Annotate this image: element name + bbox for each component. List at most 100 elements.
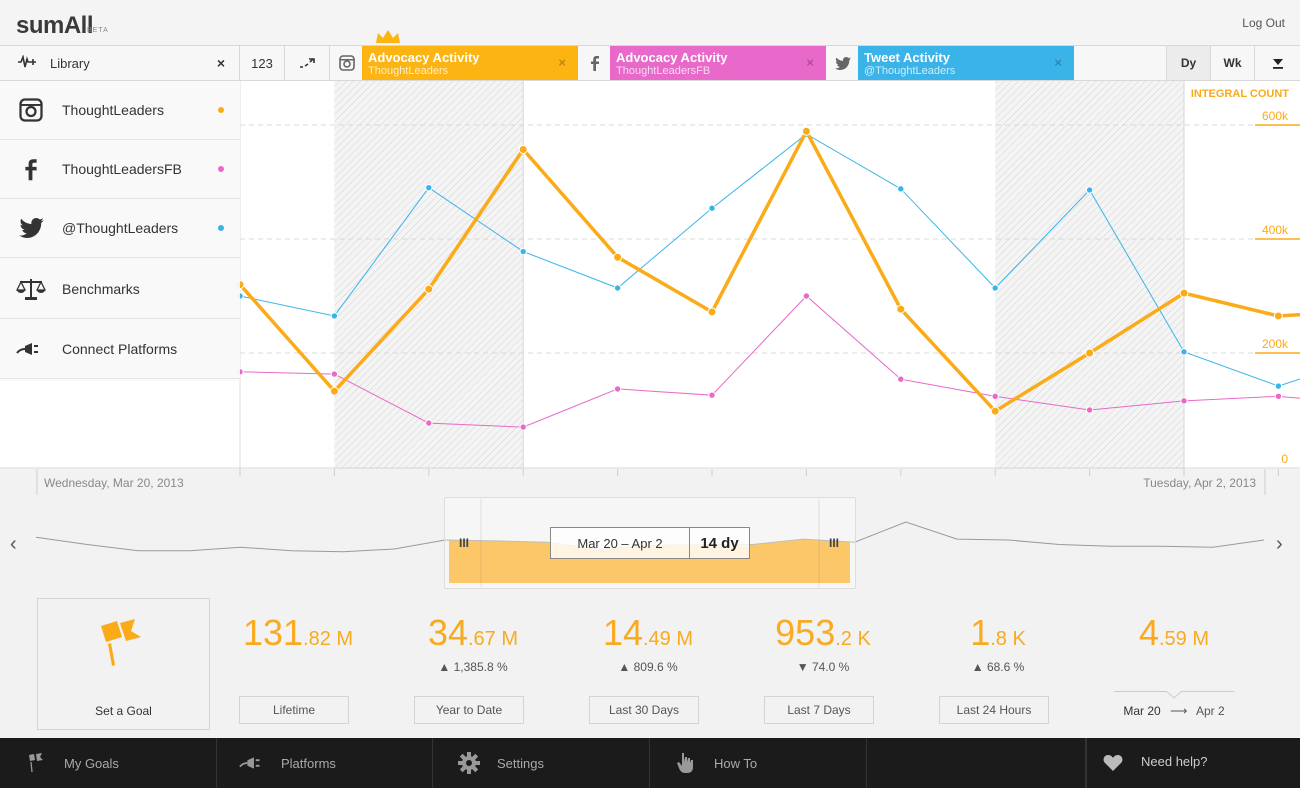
- trend-down-icon: ▼: [796, 660, 809, 674]
- data-point: [897, 375, 905, 383]
- need-help-button[interactable]: Need help?: [1086, 738, 1300, 788]
- library-label: Library: [50, 55, 90, 71]
- y-axis-title: INTEGRAL COUNT: [1191, 88, 1289, 100]
- close-tab-button[interactable]: ×: [1054, 55, 1062, 70]
- twitter-icon: [16, 218, 46, 238]
- data-point: [802, 292, 811, 300]
- logo[interactable]: sumAll: [16, 12, 94, 39]
- top-bar: sumAll BETA Log Out: [0, 0, 1300, 46]
- library-close-button[interactable]: ×: [216, 55, 225, 71]
- set-goal-button[interactable]: Set a Goal: [37, 598, 210, 730]
- range-start-date: Wednesday, Mar 20, 2013: [44, 476, 184, 490]
- day-view-button[interactable]: Dy: [1166, 46, 1210, 80]
- last-24-hours-button[interactable]: Last 24 Hours: [939, 696, 1049, 724]
- stat-unit: K: [1007, 628, 1026, 650]
- stat-change-value: 809.6 %: [633, 660, 678, 674]
- footer-item-how-to[interactable]: How To: [650, 738, 867, 788]
- facebook-icon: [579, 46, 611, 80]
- series-color-dot: [218, 225, 224, 231]
- data-point: [708, 204, 716, 212]
- ytick-label: 0: [1281, 452, 1288, 466]
- stat-unit: M: [331, 628, 353, 650]
- facebook-icon: [16, 156, 46, 182]
- tab-title: Advocacy Activity: [368, 50, 480, 65]
- sidebar-item-facebook[interactable]: ThoughtLeadersFB: [0, 140, 240, 199]
- sidebar-item-label: Connect Platforms: [62, 340, 178, 357]
- data-point: [613, 252, 623, 262]
- close-tab-button[interactable]: ×: [806, 55, 814, 70]
- lifetime-button[interactable]: Lifetime: [239, 696, 349, 724]
- brush-left-handle[interactable]: III: [459, 536, 470, 550]
- last-30-days-button[interactable]: Last 30 Days: [589, 696, 699, 724]
- stat-lifetime: 131.82 M Lifetime: [213, 612, 383, 724]
- week-view-button[interactable]: Wk: [1210, 46, 1254, 80]
- stat-dec: .67: [468, 628, 496, 650]
- data-point: [330, 312, 339, 320]
- platform-tab-instagram[interactable]: Advocacy Activity ThoughtLeaders ×: [362, 46, 578, 80]
- sidebar-item-connect-platforms[interactable]: Connect Platforms: [0, 319, 240, 379]
- stat-unit-text: M: [501, 628, 519, 650]
- logout-link[interactable]: Log Out: [1242, 16, 1285, 30]
- stat-change: ▼ 74.0 %: [738, 660, 908, 676]
- timeline-next-button[interactable]: ›: [1276, 533, 1283, 555]
- footer-item-label: How To: [714, 755, 758, 771]
- sidebar-item-benchmarks[interactable]: Benchmarks: [0, 259, 240, 319]
- stat-unit-text: K: [1012, 628, 1026, 650]
- last-7-days-button[interactable]: Last 7 Days: [764, 696, 874, 724]
- data-point: [707, 307, 717, 317]
- range-from: Mar 20: [1123, 704, 1161, 718]
- brush-right-handle[interactable]: III: [829, 536, 840, 550]
- stat-change: ▲ 68.6 %: [913, 660, 1083, 676]
- timeline-prev-button[interactable]: ‹: [10, 533, 17, 555]
- stat-change-value: 1,385.8 %: [453, 660, 508, 674]
- trend-up-icon: ▲: [971, 660, 984, 674]
- data-point: [519, 247, 527, 256]
- data-point: [1085, 186, 1094, 194]
- footer-item-label: Platforms: [281, 755, 336, 771]
- year-to-date-button[interactable]: Year to Date: [414, 696, 524, 724]
- data-point: [425, 419, 433, 427]
- data-point: [991, 392, 999, 401]
- stat-unit-text: M: [336, 628, 354, 650]
- stat-change: [213, 660, 383, 676]
- stat-change-value: 68.6 %: [986, 660, 1025, 674]
- sidebar-item-twitter[interactable]: @ThoughtLeaders: [0, 199, 240, 258]
- stat-dec: .82: [303, 628, 331, 650]
- tab-subtitle: @ThoughtLeaders: [864, 65, 956, 77]
- footer-nav: My Goals Platforms Settings How To Need …: [0, 738, 1300, 788]
- numbers-view-button[interactable]: 123: [240, 46, 285, 80]
- range-display: Mar 20 – Apr 2 14 dy: [550, 527, 750, 559]
- footer-item-platforms[interactable]: Platforms: [217, 738, 433, 788]
- close-tab-button[interactable]: ×: [558, 55, 566, 70]
- trend-view-button[interactable]: [285, 46, 330, 80]
- footer-item-my-goals[interactable]: My Goals: [0, 738, 217, 788]
- flag-icon: [22, 753, 50, 773]
- stat-unit-text: M: [1192, 628, 1210, 650]
- stat-change: ▲ 1,385.8 %: [388, 660, 558, 676]
- download-button[interactable]: [1254, 46, 1300, 80]
- data-point: [424, 284, 434, 294]
- sidebar-item-instagram[interactable]: ThoughtLeaders: [0, 81, 240, 140]
- scales-icon: [16, 277, 46, 301]
- tab-subtitle: ThoughtLeadersFB: [616, 65, 711, 77]
- data-point: [613, 284, 622, 292]
- stat-unit: M: [496, 628, 518, 650]
- twitter-icon: [827, 46, 859, 80]
- data-point: [990, 406, 1000, 416]
- platform-tab-twitter[interactable]: Tweet Activity @ThoughtLeaders ×: [858, 46, 1074, 80]
- platform-tab-facebook[interactable]: Advocacy Activity ThoughtLeadersFB ×: [610, 46, 826, 80]
- stat-last-24-hours: 1.8 K ▲ 68.6 % Last 24 Hours: [913, 612, 1083, 724]
- stat-value: 131.82 M: [213, 612, 383, 654]
- library-tab[interactable]: Library ×: [0, 46, 240, 80]
- instagram-icon: [16, 98, 46, 122]
- download-icon: [1272, 59, 1283, 69]
- data-point: [1274, 382, 1283, 390]
- data-point: [897, 185, 905, 193]
- data-point: [1085, 348, 1095, 358]
- footer-item-settings[interactable]: Settings: [433, 738, 650, 788]
- data-point: [1179, 288, 1189, 298]
- gear-icon: [455, 752, 483, 774]
- stat-int: 14: [602, 612, 643, 653]
- flag-icon: [101, 619, 141, 666]
- weekend-band: [334, 81, 524, 469]
